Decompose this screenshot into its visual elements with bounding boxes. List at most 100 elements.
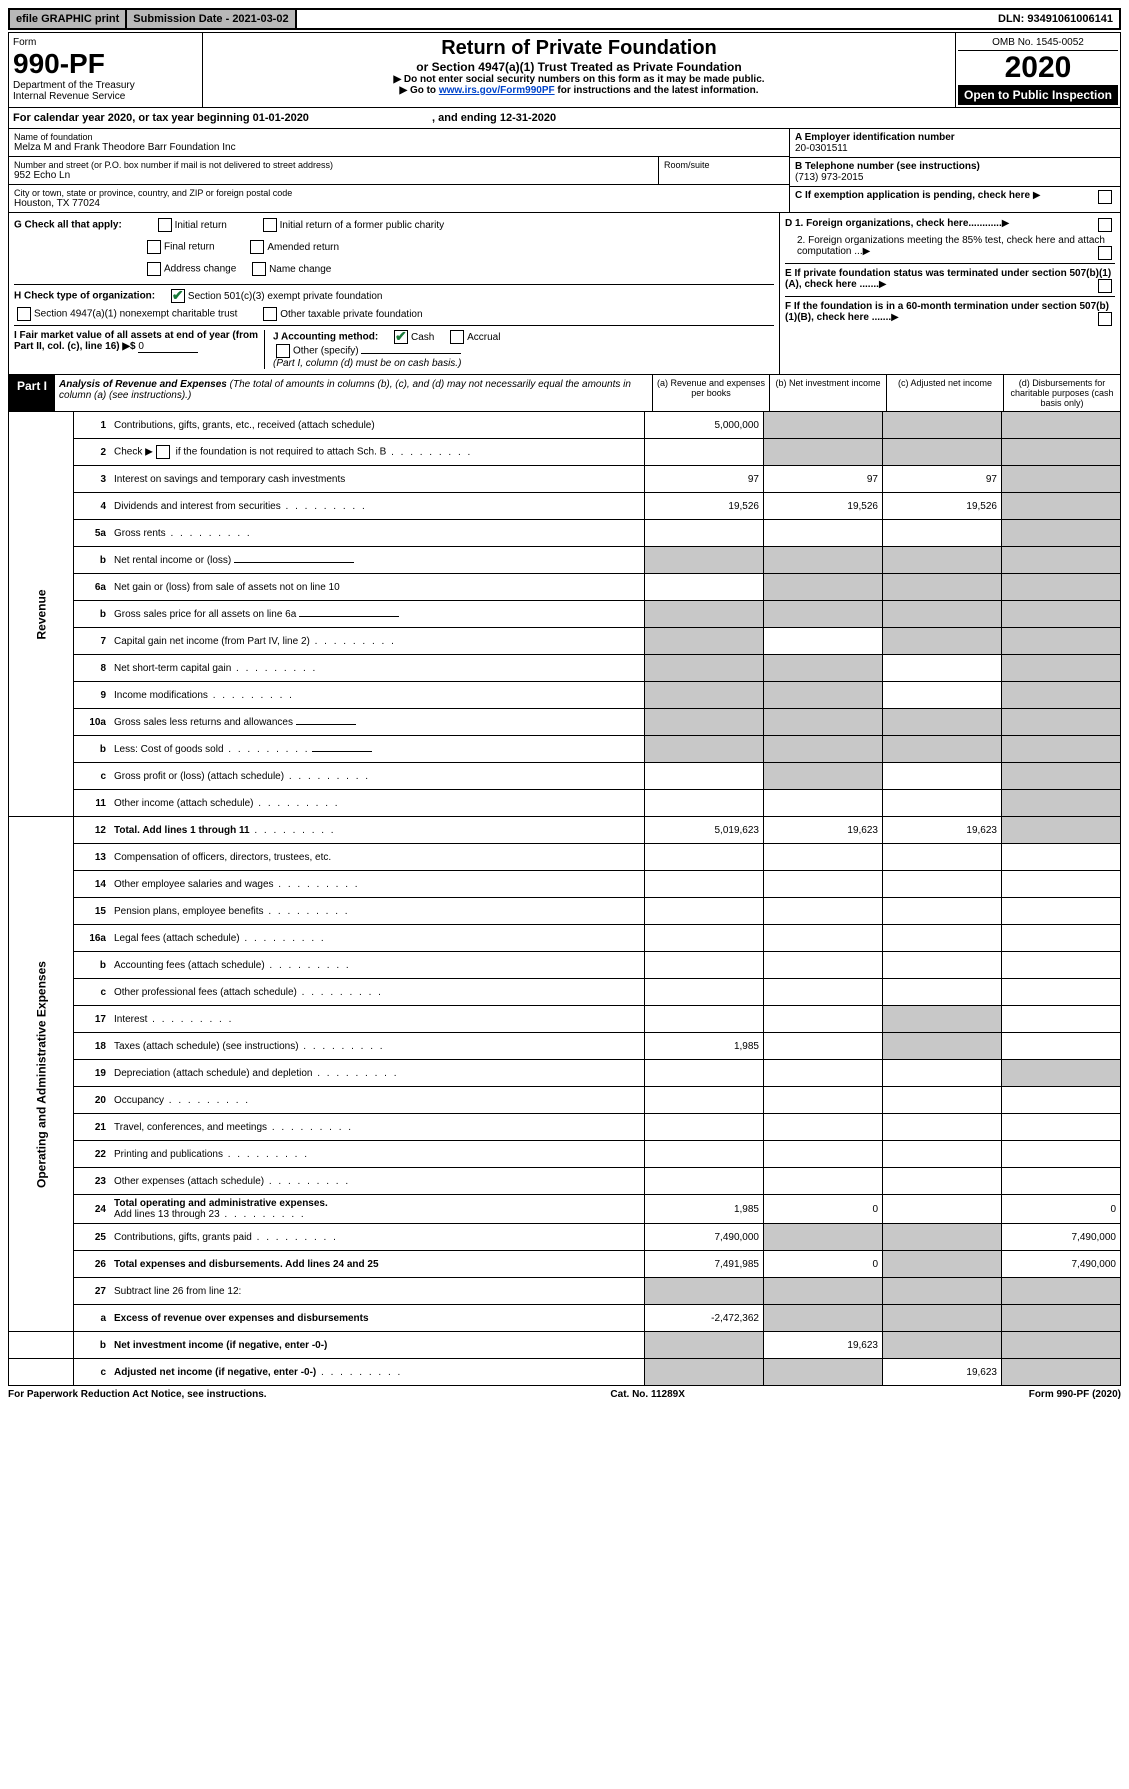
h-501: Section 501(c)(3) exempt private foundat… [188, 291, 383, 302]
f-label: F If the foundation is in a 60-month ter… [785, 301, 1109, 323]
efile-label[interactable]: efile GRAPHIC print [10, 10, 127, 28]
checkbox-final[interactable] [147, 240, 161, 254]
col-c-header: (c) Adjusted net income [886, 375, 1003, 411]
r3-c: 97 [883, 466, 1002, 493]
row-18: Taxes (attach schedule) (see instruction… [114, 1041, 299, 1052]
row-3: Interest on savings and temporary cash i… [110, 466, 645, 493]
page-footer: For Paperwork Reduction Act Notice, see … [8, 1386, 1121, 1400]
r3-a: 97 [645, 466, 764, 493]
form-number: 990-PF [13, 48, 198, 80]
ein-value: 20-0301511 [795, 143, 1115, 154]
checkbox-f[interactable] [1098, 312, 1112, 326]
g-address: Address change [164, 264, 236, 275]
phone-label: B Telephone number (see instructions) [795, 161, 1115, 172]
c-label: C If exemption application is pending, c… [795, 190, 1030, 201]
checkbox-d1[interactable] [1098, 218, 1112, 232]
row-5b: Net rental income or (loss) [114, 555, 231, 566]
form-header: Form 990-PF Department of the Treasury I… [8, 32, 1121, 108]
city-state: Houston, TX 77024 [14, 198, 784, 209]
i-value: 0 [138, 341, 198, 353]
row-16c: Other professional fees (attach schedule… [114, 987, 297, 998]
r25-d: 7,490,000 [1002, 1224, 1121, 1251]
row-16a: Legal fees (attach schedule) [114, 933, 240, 944]
checkbox-schb[interactable] [156, 445, 170, 459]
row-10a: Gross sales less returns and allowances [114, 717, 293, 728]
goto-link[interactable]: www.irs.gov/Form990PF [439, 85, 555, 96]
expenses-side-label: Operating and Administrative Expenses [9, 817, 74, 1332]
row-6a: Net gain or (loss) from sale of assets n… [110, 574, 645, 601]
row-8: Net short-term capital gain [114, 663, 231, 674]
checkbox-other-method[interactable] [276, 344, 290, 358]
row-17: Interest [114, 1014, 147, 1025]
r12-a: 5,019,623 [645, 817, 764, 844]
row-5a: Gross rents [114, 528, 166, 539]
e-label: E If private foundation status was termi… [785, 268, 1111, 290]
tax-year: 2020 [958, 51, 1118, 85]
j-accrual: Accrual [467, 332, 500, 343]
open-inspection: Open to Public Inspection [958, 85, 1118, 105]
row-19: Depreciation (attach schedule) and deple… [114, 1068, 312, 1079]
j-note: (Part I, column (d) must be on cash basi… [273, 358, 774, 369]
row-10b: Less: Cost of goods sold [114, 744, 224, 755]
checkbox-initial-former[interactable] [263, 218, 277, 232]
row-14: Other employee salaries and wages [114, 879, 274, 890]
row-20: Occupancy [114, 1095, 164, 1106]
form-word: Form [13, 37, 198, 48]
section-g-h: G Check all that apply: Initial return I… [8, 213, 1121, 375]
cal-text-a: For calendar year 2020, or tax year begi… [13, 112, 253, 124]
r4-a: 19,526 [645, 493, 764, 520]
row-27: Subtract line 26 from line 12: [110, 1278, 645, 1305]
checkbox-e[interactable] [1098, 279, 1112, 293]
checkbox-501c3[interactable] [171, 289, 185, 303]
d1-label: D 1. Foreign organizations, check here..… [785, 218, 1002, 229]
dept-label: Department of the Treasury [13, 80, 198, 91]
part1-header: Part I Analysis of Revenue and Expenses … [8, 375, 1121, 412]
entity-info: Name of foundation Melza M and Frank The… [8, 129, 1121, 213]
row-11: Other income (attach schedule) [114, 798, 254, 809]
r4-b: 19,526 [764, 493, 883, 520]
g-amended: Amended return [267, 242, 339, 253]
part1-label: Part I [9, 375, 55, 411]
checkbox-amended[interactable] [250, 240, 264, 254]
checkbox-address[interactable] [147, 262, 161, 276]
checkbox-accrual[interactable] [450, 330, 464, 344]
j-other: Other (specify) [293, 346, 359, 357]
row-7: Capital gain net income (from Part IV, l… [114, 636, 310, 647]
checkbox-d2[interactable] [1098, 246, 1112, 260]
part1-title: Analysis of Revenue and Expenses [59, 379, 227, 390]
goto-pre: ▶ Go to [399, 85, 438, 96]
row-24b: Add lines 13 through 23 [114, 1209, 220, 1220]
checkbox-namechg[interactable] [252, 262, 266, 276]
street-address: 952 Echo Ln [14, 170, 653, 181]
col-a-header: (a) Revenue and expenses per books [652, 375, 769, 411]
checkbox-cash[interactable] [394, 330, 408, 344]
footer-mid: Cat. No. 11289X [610, 1389, 684, 1400]
r25-a: 7,490,000 [645, 1224, 764, 1251]
r1-a: 5,000,000 [645, 412, 764, 439]
form-title: Return of Private Foundation [207, 37, 951, 60]
g-namechg: Name change [269, 264, 331, 275]
checkbox-other-tax[interactable] [263, 307, 277, 321]
r24-b: 0 [764, 1195, 883, 1224]
r4-c: 19,526 [883, 493, 1002, 520]
row-21: Travel, conferences, and meetings [114, 1122, 267, 1133]
checkbox-c[interactable] [1098, 190, 1112, 204]
calendar-year-row: For calendar year 2020, or tax year begi… [8, 108, 1121, 129]
checkbox-4947[interactable] [17, 307, 31, 321]
omb-number: OMB No. 1545-0052 [958, 35, 1118, 51]
foundation-name: Melza M and Frank Theodore Barr Foundati… [14, 142, 784, 153]
row-2a: Check ▶ [114, 447, 153, 458]
ein-label: A Employer identification number [795, 132, 1115, 143]
r12-c: 19,623 [883, 817, 1002, 844]
row-27b: Net investment income (if negative, ente… [114, 1340, 327, 1351]
row-12: Total. Add lines 1 through 11 [114, 825, 250, 836]
row-26: Total expenses and disbursements. Add li… [114, 1259, 379, 1270]
h-other: Other taxable private foundation [280, 309, 422, 320]
col-b-header: (b) Net investment income [769, 375, 886, 411]
checkbox-initial[interactable] [158, 218, 172, 232]
row-6b: Gross sales price for all assets on line… [114, 609, 296, 620]
dln-label: DLN: 93491061006141 [992, 10, 1119, 28]
row-23: Other expenses (attach schedule) [114, 1176, 264, 1187]
cal-end: 12-31-2020 [500, 112, 556, 124]
r26-d: 7,490,000 [1002, 1251, 1121, 1278]
